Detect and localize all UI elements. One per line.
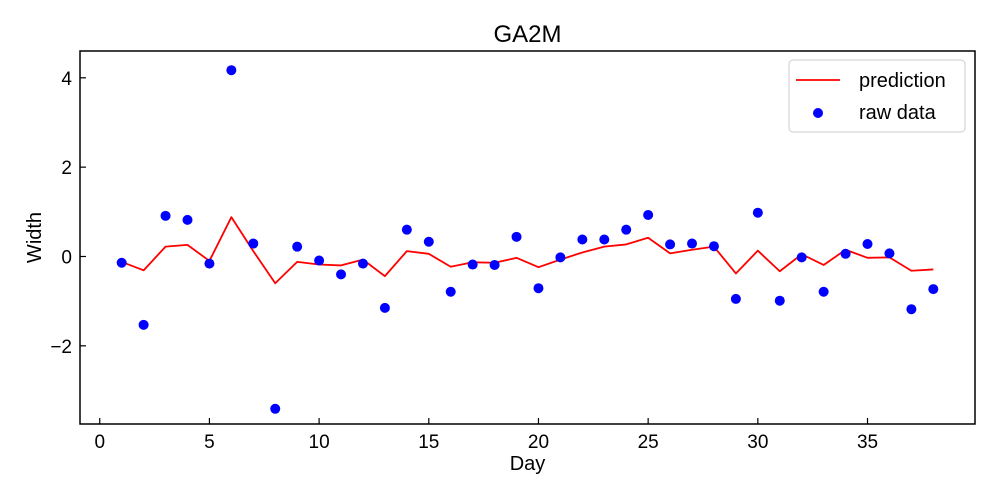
raw-data-point xyxy=(774,295,785,306)
raw-data-point xyxy=(577,234,588,245)
x-tick-label: 0 xyxy=(94,432,105,453)
raw-data-point xyxy=(862,238,873,249)
legend-raw-data-swatch xyxy=(813,108,823,118)
raw-data-point xyxy=(730,293,741,304)
legend: prediction raw data xyxy=(788,59,966,133)
legend-prediction-label: prediction xyxy=(859,70,946,92)
x-tick-label: 5 xyxy=(204,432,215,453)
raw-data-point xyxy=(248,238,259,249)
raw-data-point xyxy=(796,252,807,263)
x-axis-label: Day xyxy=(510,453,546,475)
raw-data-point xyxy=(270,403,281,414)
x-tick-label: 10 xyxy=(309,432,330,453)
raw-data-point xyxy=(401,224,412,235)
raw-data-point xyxy=(357,258,368,269)
raw-data-point xyxy=(423,236,434,247)
raw-data-point xyxy=(621,224,632,235)
raw-data-point xyxy=(555,252,566,263)
chart-title: GA2M xyxy=(493,21,561,48)
x-tick-label: 15 xyxy=(418,432,439,453)
y-tick-label: −2 xyxy=(50,337,72,358)
raw-data-point xyxy=(467,259,478,270)
raw-data-point xyxy=(599,234,610,245)
raw-data-point xyxy=(336,269,347,280)
x-tick-label: 35 xyxy=(857,432,878,453)
y-tick-label: 4 xyxy=(61,69,72,90)
raw-data-point xyxy=(708,241,719,252)
legend-raw-data-label: raw data xyxy=(859,102,937,124)
raw-data-point xyxy=(818,286,829,297)
raw-data-point xyxy=(204,258,215,269)
raw-data-point xyxy=(643,209,654,220)
raw-data-point xyxy=(533,283,544,294)
plot-frame xyxy=(79,50,976,425)
raw-data-point xyxy=(687,238,698,249)
raw-data-point xyxy=(116,257,127,268)
x-tick-label: 30 xyxy=(747,432,768,453)
x-tick-label: 20 xyxy=(528,432,549,453)
raw-data-point xyxy=(665,239,676,250)
raw-data-point xyxy=(752,207,763,218)
raw-data-point xyxy=(292,241,303,252)
raw-data-point xyxy=(906,304,917,315)
raw-data-point xyxy=(445,286,456,297)
raw-data-point xyxy=(182,214,193,225)
raw-data-point xyxy=(138,319,149,330)
raw-data-point xyxy=(226,65,237,76)
raw-data-point xyxy=(511,231,522,242)
x-tick-label: 25 xyxy=(638,432,659,453)
y-tick-label: 0 xyxy=(61,247,72,268)
raw-data-point xyxy=(928,284,939,295)
y-axis-label: Width xyxy=(24,212,46,263)
raw-data-point xyxy=(379,302,390,313)
raw-data-point xyxy=(840,248,851,259)
raw-data-point xyxy=(314,255,325,266)
legend-box xyxy=(788,59,966,133)
y-tick-label: 2 xyxy=(61,158,72,179)
raw-data-point xyxy=(884,248,895,259)
raw-data-point xyxy=(489,259,500,270)
raw-data-point xyxy=(160,210,171,221)
